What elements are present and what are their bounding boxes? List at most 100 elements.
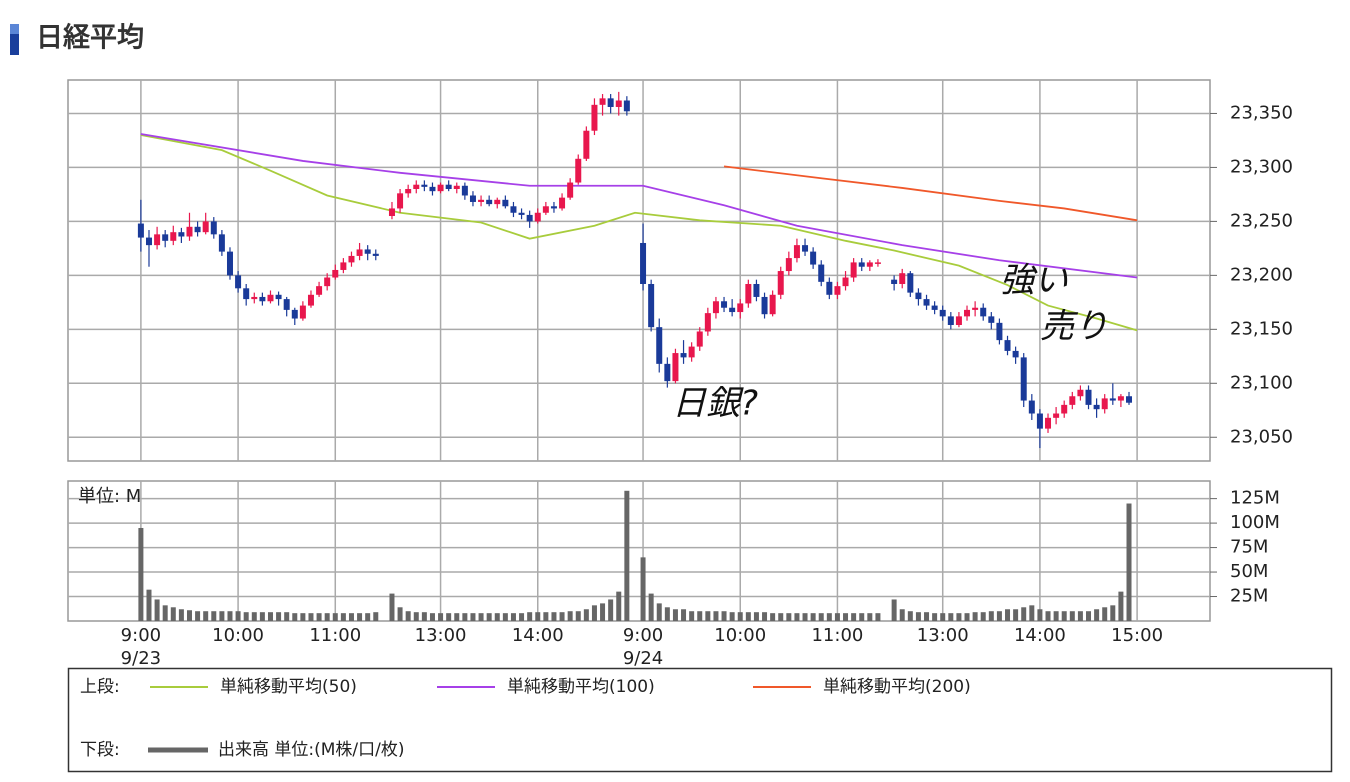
volume-bar <box>867 613 873 621</box>
price-frame <box>67 79 1211 462</box>
volume-bar <box>1086 611 1092 621</box>
volume-bar <box>1061 611 1067 621</box>
volume-bar <box>1037 609 1043 621</box>
candle-body <box>842 277 849 287</box>
candle-body <box>235 275 242 289</box>
candle-body <box>607 98 614 107</box>
candle-body <box>826 281 833 295</box>
candle-body <box>769 294 776 315</box>
candle-body <box>494 199 501 205</box>
legend-box <box>67 667 1333 773</box>
volume-bar <box>737 612 743 621</box>
volume-bar <box>1118 591 1124 621</box>
volume-bar <box>591 605 597 621</box>
volume-bar <box>543 612 549 621</box>
volume-bar <box>689 611 695 621</box>
candle-body <box>445 184 452 190</box>
candle-body <box>299 305 306 319</box>
volume-bar <box>324 613 330 621</box>
candle-body <box>218 234 225 252</box>
volume-bar <box>988 611 994 621</box>
volume-bar <box>235 611 241 621</box>
volume-bar <box>243 612 249 621</box>
candle-body <box>623 100 630 112</box>
volume-bar <box>681 609 687 621</box>
y-tick-label: 25M <box>1230 586 1268 607</box>
x-tick-label: 10:00 <box>212 625 264 646</box>
candle-body <box>1004 340 1011 351</box>
volume-bar <box>672 609 678 621</box>
volume-bar <box>1013 609 1019 621</box>
candle-body <box>591 104 598 131</box>
candle-body <box>583 130 590 159</box>
volume-bar <box>211 611 217 621</box>
candle-body <box>599 98 606 105</box>
volume-bar <box>697 611 703 621</box>
candle-body <box>170 232 177 241</box>
y-tick-label: 100M <box>1230 512 1280 533</box>
volume-bar <box>810 613 816 621</box>
candle-body <box>955 316 962 326</box>
annotation: 売り <box>1040 307 1108 347</box>
candle-body <box>899 273 906 284</box>
candle-body <box>1028 400 1035 414</box>
volume-bar <box>616 591 622 621</box>
volume-unit-label: 単位: M <box>78 486 141 507</box>
candle-body <box>664 363 671 382</box>
volume-bar <box>1029 605 1035 621</box>
candle-body <box>137 223 144 238</box>
candle-body <box>810 251 817 265</box>
volume-bar <box>357 613 363 621</box>
candle-body <box>1061 404 1068 414</box>
volume-bar <box>778 613 784 621</box>
y-tick-label: 23,350 <box>1230 102 1293 123</box>
date-label: 9/23 <box>121 648 161 669</box>
volume-bar <box>478 613 484 621</box>
volume-bar <box>729 612 735 621</box>
volume-bar <box>932 613 938 621</box>
volume-bar <box>1126 503 1132 621</box>
volume-bar <box>1053 611 1059 621</box>
volume-bar <box>316 613 322 621</box>
candle-body <box>680 353 687 358</box>
candle-body <box>202 221 209 233</box>
x-tick-label: 11:00 <box>811 625 863 646</box>
candle-body <box>340 262 347 270</box>
volume-bar <box>875 613 881 621</box>
volume-bar <box>203 611 209 621</box>
x-tick-label: 13:00 <box>917 625 969 646</box>
candle-body <box>162 234 169 241</box>
volume-bar <box>794 613 800 621</box>
candle-body <box>1069 396 1076 405</box>
volume-bar <box>219 611 225 621</box>
candle-body <box>988 316 995 323</box>
candle-body <box>874 262 881 264</box>
volume-bar <box>1069 611 1075 621</box>
candle-body <box>453 185 460 190</box>
candle-body <box>178 232 185 237</box>
volume-bar <box>340 613 346 621</box>
volume-bar <box>259 612 265 621</box>
legend-lower-label: 下段: <box>80 740 120 760</box>
volume-bar <box>770 613 776 621</box>
y-tick-label: 75M <box>1230 537 1268 558</box>
volume-bar <box>907 611 913 621</box>
date-label: 9/24 <box>623 648 663 669</box>
candle-body <box>510 206 517 213</box>
x-tick-label: 13:00 <box>415 625 467 646</box>
y-tick-label: 23,100 <box>1230 372 1293 393</box>
candle-body <box>567 182 574 198</box>
title-icon-highlight <box>10 24 19 34</box>
candle-body <box>737 303 744 313</box>
volume-bar <box>413 612 419 621</box>
candle-body <box>648 283 655 328</box>
candle-body <box>640 242 647 284</box>
volume-bar <box>348 613 354 621</box>
volume-bar <box>600 603 606 621</box>
volume-bar <box>608 599 614 621</box>
legend-upper-label: 上段: <box>80 677 120 697</box>
candle-body <box>1077 389 1084 397</box>
volume-bar <box>195 611 201 621</box>
candle-body <box>437 184 444 192</box>
candle-body <box>793 245 800 259</box>
